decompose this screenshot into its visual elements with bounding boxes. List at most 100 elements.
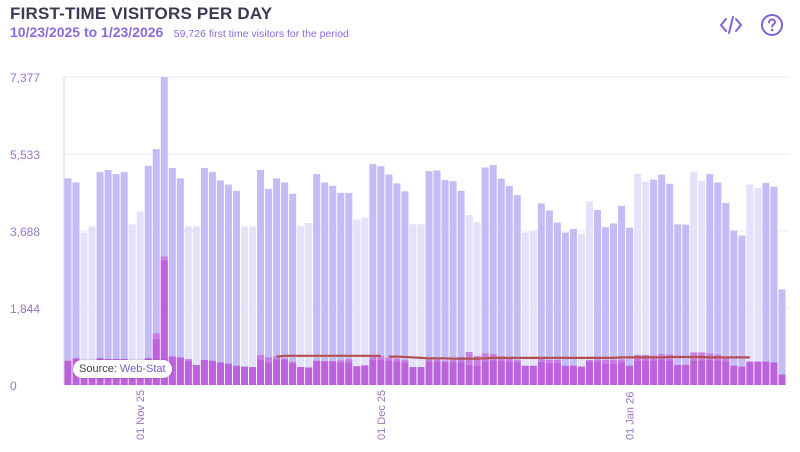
first-time-bar bbox=[433, 361, 441, 385]
visitor-bar bbox=[441, 180, 449, 385]
visitor-bar bbox=[240, 226, 249, 385]
visitor-bar bbox=[249, 226, 257, 385]
first-time-bar bbox=[353, 366, 361, 385]
first-time-bar bbox=[722, 361, 730, 385]
first-time-bar bbox=[730, 365, 738, 385]
visitor-bar bbox=[313, 174, 321, 385]
help-icon[interactable] bbox=[759, 12, 785, 38]
first-time-bar bbox=[674, 364, 682, 385]
visitor-bar bbox=[553, 222, 561, 385]
source-badge: Source: Web-Stat bbox=[73, 360, 172, 378]
visitor-bar bbox=[297, 225, 305, 385]
first-time-bar bbox=[281, 359, 289, 385]
first-time-bar bbox=[401, 362, 409, 385]
first-time-bar bbox=[425, 361, 433, 385]
first-time-bar bbox=[634, 360, 642, 385]
visitor-bar bbox=[682, 224, 690, 385]
y-tick-label: 1,844 bbox=[10, 302, 40, 316]
first-time-bar bbox=[682, 364, 690, 385]
visitor-bar bbox=[353, 219, 361, 385]
visitor-bar bbox=[658, 174, 666, 385]
first-time-bar bbox=[529, 365, 537, 385]
source-label: Source: bbox=[79, 363, 117, 375]
first-time-bar bbox=[521, 365, 529, 385]
first-time-bar bbox=[738, 366, 746, 385]
first-time-bar bbox=[441, 362, 449, 385]
visitor-bar bbox=[393, 183, 401, 385]
visitor-bar bbox=[465, 215, 473, 385]
visitor-bar bbox=[762, 182, 770, 385]
visitor-bar bbox=[96, 172, 104, 385]
first-time-bar bbox=[690, 360, 698, 385]
x-tick-label: 01 Jan 26 bbox=[625, 392, 637, 440]
first-time-bar bbox=[746, 361, 754, 385]
visitor-bar bbox=[489, 164, 497, 385]
first-time-bar bbox=[361, 365, 369, 385]
visitor-bar bbox=[72, 182, 80, 385]
first-time-bar bbox=[489, 360, 497, 385]
first-time-bar bbox=[232, 365, 240, 385]
visitor-bar bbox=[706, 174, 714, 385]
date-range[interactable]: 10/23/2025 to 1/23/2026 bbox=[10, 24, 164, 40]
trend-line bbox=[276, 354, 381, 358]
source-link[interactable]: Web-Stat bbox=[119, 363, 166, 375]
first-time-bar bbox=[449, 362, 457, 385]
visitor-bar bbox=[642, 181, 650, 385]
visitor-bar bbox=[80, 232, 88, 385]
trend-line bbox=[388, 355, 750, 360]
visitor-bar bbox=[537, 203, 545, 385]
first-time-bar bbox=[216, 362, 224, 385]
code-icon-glyph bbox=[720, 16, 742, 34]
visitor-bar bbox=[265, 188, 273, 385]
axis-labels: 0 1,844 3,688 5,533 7,377 01 Nov 25 01 Dec 25 0… bbox=[10, 71, 637, 440]
first-time-bar bbox=[377, 359, 385, 385]
first-time-bar bbox=[561, 365, 569, 385]
visitor-bar bbox=[361, 217, 369, 385]
first-time-bar bbox=[297, 367, 305, 385]
visitor-bar bbox=[577, 233, 585, 385]
y-tick-label: 5,533 bbox=[10, 148, 40, 162]
visitor-bar bbox=[601, 227, 610, 385]
visitor-bar bbox=[120, 172, 128, 385]
visitor-bar bbox=[690, 171, 698, 385]
visitor-bar bbox=[481, 167, 489, 385]
visitor-bar bbox=[626, 227, 634, 385]
first-time-bar bbox=[393, 361, 401, 385]
first-time-bar bbox=[409, 367, 417, 385]
visitor-bar bbox=[281, 182, 289, 385]
visitor-bar bbox=[778, 289, 786, 385]
chart-title: FIRST-TIME VISITORS PER DAY bbox=[10, 4, 273, 23]
visitor-bar bbox=[666, 183, 674, 385]
first-time-bar bbox=[313, 360, 321, 385]
visitor-bar bbox=[200, 167, 208, 385]
first-time-bar bbox=[249, 367, 257, 385]
y-tick-label: 3,688 bbox=[10, 225, 40, 239]
first-time-bar bbox=[168, 356, 176, 385]
bar-groups bbox=[64, 77, 786, 385]
first-time-bar bbox=[457, 362, 465, 385]
visitor-bar bbox=[593, 210, 601, 385]
first-time-bar bbox=[329, 361, 337, 385]
first-time-bar bbox=[273, 359, 281, 385]
visitor-bar bbox=[305, 223, 313, 385]
visitor-bar bbox=[513, 195, 521, 385]
first-time-bar bbox=[481, 361, 489, 385]
visitor-bar bbox=[698, 180, 706, 385]
visitor-bar bbox=[128, 224, 136, 385]
visitor-bar bbox=[152, 149, 160, 385]
visitor-bar bbox=[505, 185, 513, 385]
first-time-bar bbox=[601, 364, 610, 385]
visitor-bar bbox=[545, 210, 553, 385]
visitor-bar bbox=[136, 211, 144, 385]
first-time-bar bbox=[626, 365, 634, 385]
visitor-bar bbox=[257, 169, 265, 385]
first-time-bar bbox=[224, 363, 232, 385]
first-time-bar bbox=[184, 361, 192, 385]
visitor-bar bbox=[770, 186, 778, 385]
visitor-bar bbox=[730, 230, 738, 385]
first-time-bar bbox=[714, 360, 722, 385]
visitor-bar bbox=[168, 167, 176, 385]
code-icon[interactable] bbox=[718, 12, 744, 38]
first-time-bar bbox=[585, 361, 593, 385]
visitor-bar bbox=[425, 171, 433, 385]
